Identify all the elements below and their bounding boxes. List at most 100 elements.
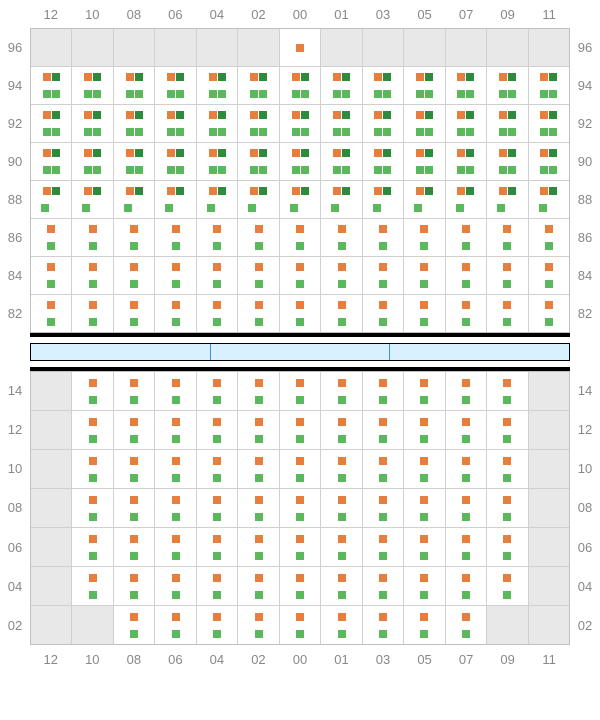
seat[interactable] [296, 318, 304, 326]
seat[interactable] [130, 418, 138, 426]
seat[interactable] [462, 396, 470, 404]
seat[interactable] [540, 111, 548, 119]
seat[interactable] [416, 128, 424, 136]
seat[interactable] [462, 280, 470, 288]
seat[interactable] [301, 166, 309, 174]
seat[interactable] [379, 613, 387, 621]
seat[interactable] [130, 574, 138, 582]
seat[interactable] [167, 73, 175, 81]
seat[interactable] [93, 73, 101, 81]
seat[interactable] [379, 535, 387, 543]
seat[interactable] [383, 128, 391, 136]
seat[interactable] [338, 535, 346, 543]
seat[interactable] [130, 242, 138, 250]
seat[interactable] [342, 111, 350, 119]
seat[interactable] [259, 73, 267, 81]
seat[interactable] [292, 90, 300, 98]
seat[interactable] [333, 187, 341, 195]
seat[interactable] [296, 263, 304, 271]
seat[interactable] [540, 128, 548, 136]
seat[interactable] [416, 73, 424, 81]
seat[interactable] [379, 574, 387, 582]
seat[interactable] [508, 90, 516, 98]
seat[interactable] [89, 379, 97, 387]
seat[interactable] [420, 574, 428, 582]
seat[interactable] [250, 149, 258, 157]
seat[interactable] [167, 166, 175, 174]
seat[interactable] [292, 111, 300, 119]
seat[interactable] [93, 111, 101, 119]
seat[interactable] [462, 552, 470, 560]
seat[interactable] [126, 111, 134, 119]
seat[interactable] [43, 90, 51, 98]
seat[interactable] [416, 187, 424, 195]
seat[interactable] [47, 263, 55, 271]
seat[interactable] [213, 552, 221, 560]
seat[interactable] [333, 73, 341, 81]
seat[interactable] [130, 630, 138, 638]
seat[interactable] [416, 111, 424, 119]
seat[interactable] [508, 128, 516, 136]
seat[interactable] [84, 90, 92, 98]
seat[interactable] [213, 574, 221, 582]
seat[interactable] [248, 204, 256, 212]
seat[interactable] [43, 187, 51, 195]
seat[interactable] [250, 111, 258, 119]
seat[interactable] [379, 379, 387, 387]
seat[interactable] [540, 166, 548, 174]
seat[interactable] [130, 496, 138, 504]
seat[interactable] [290, 204, 298, 212]
seat[interactable] [420, 379, 428, 387]
seat[interactable] [255, 301, 263, 309]
seat[interactable] [84, 166, 92, 174]
seat[interactable] [338, 280, 346, 288]
seat[interactable] [255, 591, 263, 599]
seat[interactable] [301, 90, 309, 98]
seat[interactable] [250, 73, 258, 81]
seat[interactable] [373, 204, 381, 212]
seat[interactable] [420, 457, 428, 465]
seat[interactable] [172, 630, 180, 638]
seat[interactable] [292, 149, 300, 157]
seat[interactable] [213, 418, 221, 426]
seat[interactable] [296, 225, 304, 233]
seat[interactable] [466, 187, 474, 195]
seat[interactable] [383, 149, 391, 157]
seat[interactable] [213, 263, 221, 271]
seat[interactable] [93, 187, 101, 195]
seat[interactable] [549, 90, 557, 98]
seat[interactable] [503, 396, 511, 404]
seat[interactable] [466, 111, 474, 119]
seat[interactable] [425, 166, 433, 174]
seat[interactable] [503, 535, 511, 543]
seat[interactable] [379, 496, 387, 504]
seat[interactable] [499, 111, 507, 119]
seat[interactable] [338, 242, 346, 250]
seat[interactable] [379, 263, 387, 271]
seat[interactable] [420, 474, 428, 482]
seat[interactable] [425, 128, 433, 136]
seat[interactable] [167, 187, 175, 195]
seat[interactable] [503, 225, 511, 233]
seat[interactable] [130, 535, 138, 543]
seat[interactable] [47, 318, 55, 326]
seat[interactable] [207, 204, 215, 212]
seat[interactable] [259, 187, 267, 195]
seat[interactable] [549, 166, 557, 174]
seat[interactable] [462, 574, 470, 582]
seat[interactable] [89, 301, 97, 309]
seat[interactable] [342, 166, 350, 174]
seat[interactable] [379, 225, 387, 233]
seat[interactable] [338, 574, 346, 582]
seat[interactable] [342, 187, 350, 195]
seat[interactable] [301, 128, 309, 136]
seat[interactable] [218, 187, 226, 195]
seat[interactable] [250, 166, 258, 174]
seat[interactable] [374, 187, 382, 195]
seat[interactable] [296, 435, 304, 443]
seat[interactable] [466, 149, 474, 157]
seat[interactable] [503, 574, 511, 582]
seat[interactable] [130, 474, 138, 482]
seat[interactable] [462, 591, 470, 599]
seat[interactable] [172, 496, 180, 504]
